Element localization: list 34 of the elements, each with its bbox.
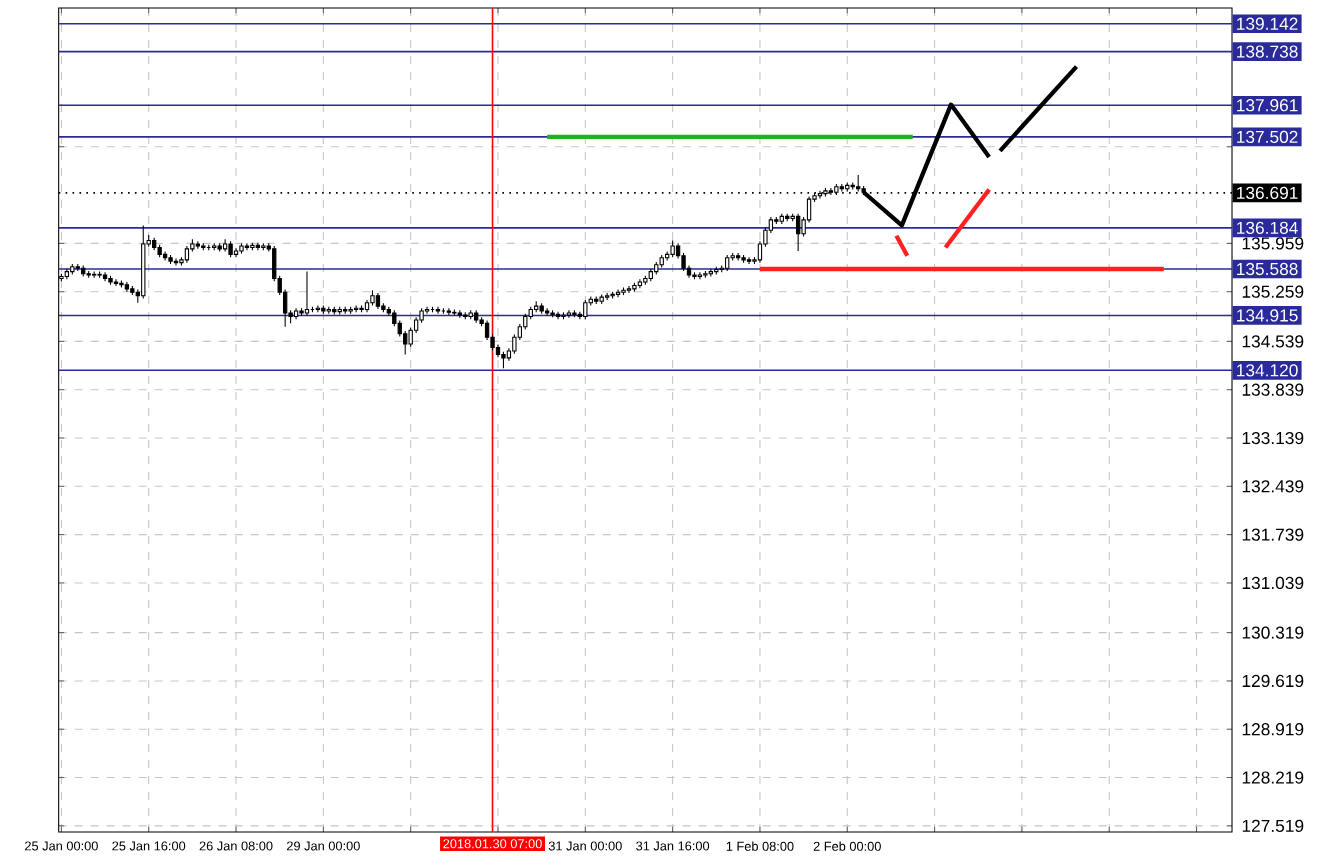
ref-line-label: 136.184 [1237, 221, 1298, 234]
ref-line-label: 135.588 [1237, 262, 1298, 276]
y-tick-label: 134.539 [1242, 335, 1304, 348]
candlestick [604, 292, 610, 301]
ref-line-label: 138.738 [1237, 45, 1298, 58]
y-tick-label: 135.259 [1242, 285, 1304, 298]
candlestick [697, 271, 703, 280]
y-tick-label: 128.919 [1242, 723, 1304, 736]
y-tick-label: 132.439 [1242, 480, 1304, 493]
candlestick [566, 309, 572, 319]
candlestick [222, 238, 228, 253]
y-tick-label: 127.519 [1242, 819, 1304, 832]
y-tick-label: 135.959 [1242, 237, 1304, 250]
candlestick [255, 242, 261, 251]
candlestick [615, 289, 621, 298]
y-tick-label: 131.039 [1242, 576, 1304, 590]
candlestick [626, 285, 632, 294]
y-tick-label: 130.319 [1242, 626, 1304, 639]
candlestick [424, 306, 430, 315]
ref-line-label: 139.142 [1237, 17, 1298, 30]
y-tick-label: 133.139 [1242, 431, 1304, 445]
ref-line-label: 134.120 [1237, 364, 1298, 377]
y-tick-label: 133.839 [1242, 383, 1304, 396]
ref-line-label: 134.915 [1237, 309, 1298, 322]
y-tick-label: 131.739 [1242, 528, 1304, 541]
candlestick [304, 271, 310, 317]
y-tick-label: 129.619 [1242, 674, 1304, 688]
y-tick-label: 128.219 [1242, 771, 1304, 784]
candlestick [91, 271, 97, 279]
ref-line-label: 137.502 [1237, 130, 1298, 144]
ref-line-label: 137.961 [1237, 99, 1298, 112]
ref-line-label: 136.691 [1237, 186, 1298, 200]
candlestick [583, 299, 588, 320]
candlestick [795, 213, 801, 252]
